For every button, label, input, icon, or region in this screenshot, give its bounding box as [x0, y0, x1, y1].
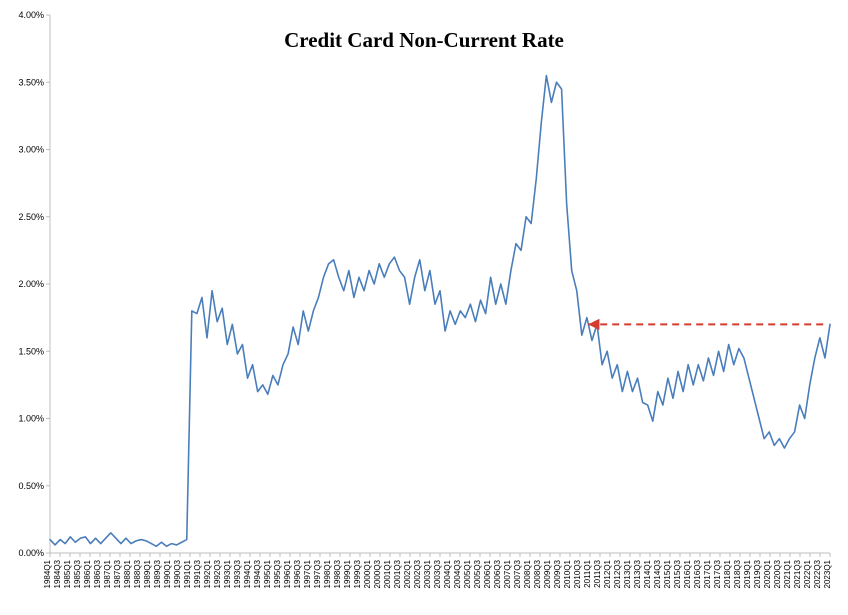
svg-text:2008Q1: 2008Q1	[523, 559, 532, 588]
svg-text:2.50%: 2.50%	[18, 212, 44, 222]
svg-text:3.50%: 3.50%	[18, 77, 44, 87]
line-chart: 0.00% 0.50% 1.00% 1.50% 2.00% 2.50% 3.00% 3.50%…	[0, 0, 848, 615]
svg-text:1992Q1: 1992Q1	[203, 559, 212, 588]
svg-text:2003Q1: 2003Q1	[423, 559, 432, 588]
svg-text:1991Q3: 1991Q3	[193, 559, 202, 588]
svg-text:2015Q3: 2015Q3	[673, 559, 682, 588]
svg-text:2004Q3: 2004Q3	[453, 559, 462, 588]
svg-text:2004Q1: 2004Q1	[443, 559, 452, 588]
svg-text:2018Q1: 2018Q1	[723, 559, 732, 588]
chart-title: Credit Card Non-Current Rate	[0, 28, 848, 53]
svg-text:1996Q1: 1996Q1	[283, 559, 292, 588]
svg-text:2002Q1: 2002Q1	[403, 559, 412, 588]
svg-text:1992Q3: 1992Q3	[213, 559, 222, 588]
svg-text:1985Q3: 1985Q3	[73, 559, 82, 588]
svg-text:1.00%: 1.00%	[18, 414, 44, 424]
svg-text:2006Q1: 2006Q1	[483, 559, 492, 588]
svg-text:2000Q3: 2000Q3	[373, 559, 382, 588]
svg-text:0.00%: 0.00%	[18, 548, 44, 558]
svg-text:2006Q3: 2006Q3	[493, 559, 502, 588]
svg-text:1989Q1: 1989Q1	[143, 559, 152, 588]
svg-text:1985Q1: 1985Q1	[63, 559, 72, 588]
svg-text:2005Q3: 2005Q3	[473, 559, 482, 588]
svg-text:2001Q1: 2001Q1	[383, 559, 392, 588]
svg-text:1988Q3: 1988Q3	[133, 559, 142, 588]
series-line	[50, 76, 830, 547]
svg-text:2022Q3: 2022Q3	[813, 559, 822, 588]
svg-text:2017Q3: 2017Q3	[713, 559, 722, 588]
svg-text:2017Q1: 2017Q1	[703, 559, 712, 588]
svg-text:2020Q1: 2020Q1	[763, 559, 772, 588]
svg-text:1999Q1: 1999Q1	[343, 559, 352, 588]
svg-text:1988Q1: 1988Q1	[123, 559, 132, 588]
svg-text:1990Q3: 1990Q3	[173, 559, 182, 588]
svg-text:1984Q1: 1984Q1	[43, 559, 52, 588]
svg-text:2023Q1: 2023Q1	[823, 559, 832, 588]
svg-text:2014Q3: 2014Q3	[653, 559, 662, 588]
svg-text:2010Q1: 2010Q1	[563, 559, 572, 588]
svg-text:2019Q1: 2019Q1	[743, 559, 752, 588]
svg-text:2001Q3: 2001Q3	[393, 559, 402, 588]
svg-text:2022Q1: 2022Q1	[803, 559, 812, 588]
svg-text:1984Q3: 1984Q3	[53, 559, 62, 588]
svg-text:2020Q3: 2020Q3	[773, 559, 782, 588]
svg-text:2018Q3: 2018Q3	[733, 559, 742, 588]
svg-text:1995Q1: 1995Q1	[263, 559, 272, 588]
svg-text:1989Q3: 1989Q3	[153, 559, 162, 588]
svg-text:1997Q1: 1997Q1	[303, 559, 312, 588]
svg-text:2015Q1: 2015Q1	[663, 559, 672, 588]
svg-text:2019Q3: 2019Q3	[753, 559, 762, 588]
svg-text:1999Q3: 1999Q3	[353, 559, 362, 588]
svg-text:2021Q1: 2021Q1	[783, 559, 792, 588]
svg-text:2009Q3: 2009Q3	[553, 559, 562, 588]
svg-text:2021Q3: 2021Q3	[793, 559, 802, 588]
svg-text:1987Q1: 1987Q1	[103, 559, 112, 588]
svg-text:2013Q3: 2013Q3	[633, 559, 642, 588]
svg-text:1994Q1: 1994Q1	[243, 559, 252, 588]
svg-text:2005Q1: 2005Q1	[463, 559, 472, 588]
svg-text:3.00%: 3.00%	[18, 145, 44, 155]
svg-text:2012Q1: 2012Q1	[603, 559, 612, 588]
svg-text:2016Q1: 2016Q1	[683, 559, 692, 588]
svg-text:2012Q3: 2012Q3	[613, 559, 622, 588]
svg-text:2010Q3: 2010Q3	[573, 559, 582, 588]
svg-text:0.50%: 0.50%	[18, 481, 44, 491]
svg-text:1986Q3: 1986Q3	[93, 559, 102, 588]
svg-text:2016Q3: 2016Q3	[693, 559, 702, 588]
svg-text:1998Q3: 1998Q3	[333, 559, 342, 588]
svg-text:2008Q3: 2008Q3	[533, 559, 542, 588]
svg-text:1990Q1: 1990Q1	[163, 559, 172, 588]
svg-text:1986Q1: 1986Q1	[83, 559, 92, 588]
svg-text:2013Q1: 2013Q1	[623, 559, 632, 588]
svg-text:1994Q3: 1994Q3	[253, 559, 262, 588]
svg-text:2011Q1: 2011Q1	[583, 559, 592, 587]
chart-container: Credit Card Non-Current Rate 0.00% 0.50% 1…	[0, 0, 848, 615]
svg-text:2009Q1: 2009Q1	[543, 559, 552, 588]
svg-text:2002Q3: 2002Q3	[413, 559, 422, 588]
svg-text:2.00%: 2.00%	[18, 279, 44, 289]
svg-text:1998Q1: 1998Q1	[323, 559, 332, 588]
svg-text:1996Q3: 1996Q3	[293, 559, 302, 588]
svg-text:1987Q3: 1987Q3	[113, 559, 122, 588]
svg-text:1.50%: 1.50%	[18, 346, 44, 356]
svg-text:1995Q3: 1995Q3	[273, 559, 282, 588]
svg-text:1997Q3: 1997Q3	[313, 559, 322, 588]
svg-text:2007Q1: 2007Q1	[503, 559, 512, 588]
svg-text:4.00%: 4.00%	[18, 10, 44, 20]
svg-text:2007Q3: 2007Q3	[513, 559, 522, 588]
svg-text:1991Q1: 1991Q1	[183, 559, 192, 588]
svg-text:1993Q1: 1993Q1	[223, 559, 232, 588]
svg-text:1993Q3: 1993Q3	[233, 559, 242, 588]
svg-text:2014Q1: 2014Q1	[643, 559, 652, 588]
svg-text:2000Q1: 2000Q1	[363, 559, 372, 588]
svg-text:2011Q3: 2011Q3	[593, 559, 602, 587]
svg-text:2003Q3: 2003Q3	[433, 559, 442, 588]
